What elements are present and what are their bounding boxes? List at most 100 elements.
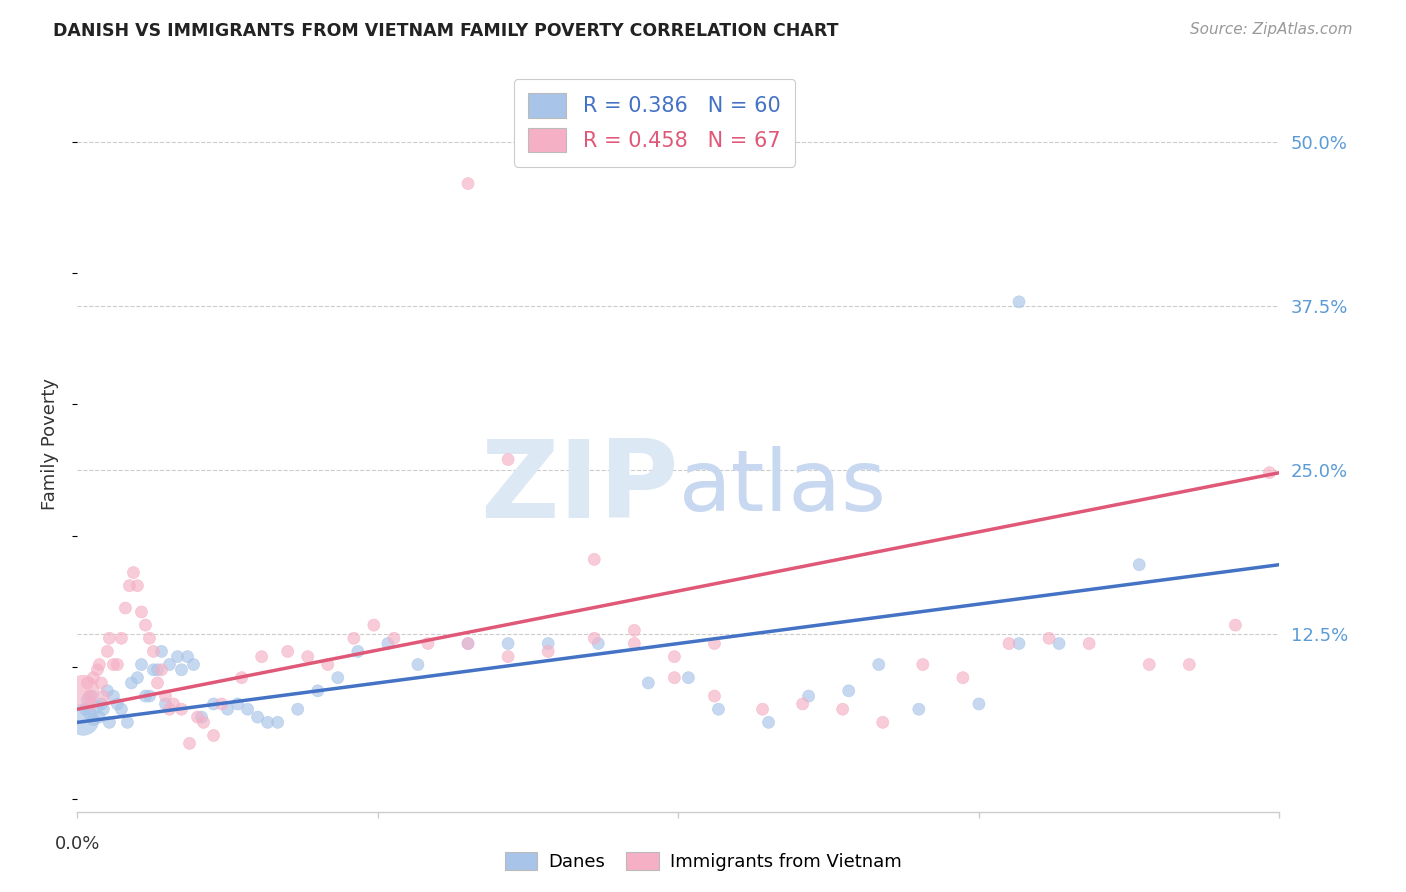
Point [1078,636,1101,650]
Point [170,702,193,716]
Point [103,657,125,672]
Point [179,736,201,750]
Point [76,676,98,690]
Point [1137,657,1160,672]
Point [872,715,894,730]
Point [1128,558,1150,572]
Point [382,632,405,646]
Point [838,683,860,698]
Point [159,657,181,672]
Point [1008,294,1031,309]
Point [114,601,136,615]
Point [496,452,519,467]
Legend: R = 0.386   N = 60, R = 0.458   N = 67: R = 0.386 N = 60, R = 0.458 N = 67 [513,78,794,167]
Point [118,579,141,593]
Point [80,697,103,711]
Point [86,699,108,714]
Point [343,632,366,646]
Point [176,649,198,664]
Point [537,636,560,650]
Legend: Danes, Immigrants from Vietnam: Danes, Immigrants from Vietnam [498,845,908,879]
Point [908,702,931,716]
Point [93,702,115,716]
Point [588,636,610,650]
Point [623,636,645,650]
Point [537,644,560,658]
Point [496,649,519,664]
Point [307,683,329,698]
Point [131,657,153,672]
Point [911,657,934,672]
Point [496,636,519,650]
Point [90,697,112,711]
Point [120,676,142,690]
Point [142,663,165,677]
Point [186,710,209,724]
Point [82,671,104,685]
Point [1038,632,1060,646]
Point [406,657,429,672]
Point [146,676,169,690]
Point [89,710,111,724]
Point [703,636,725,650]
Point [155,697,177,711]
Point [211,697,233,711]
Point [138,689,160,703]
Point [457,636,479,650]
Point [583,632,606,646]
Point [127,671,149,685]
Point [967,697,990,711]
Text: DANISH VS IMMIGRANTS FROM VIETNAM FAMILY POVERTY CORRELATION CHART: DANISH VS IMMIGRANTS FROM VIETNAM FAMILY… [53,22,839,40]
Point [86,663,108,677]
Point [1178,657,1201,672]
Point [952,671,974,685]
Point [170,663,193,677]
Point [363,618,385,632]
Point [72,713,94,727]
Point [277,644,299,658]
Point [162,697,184,711]
Point [256,715,278,730]
Point [93,689,115,703]
Point [297,649,319,664]
Point [155,689,177,703]
Point [193,715,215,730]
Point [79,689,101,703]
Point [1008,636,1031,650]
Point [110,632,132,646]
Point [190,710,212,724]
Point [664,649,686,664]
Point [583,552,606,566]
Point [1047,636,1070,650]
Text: atlas: atlas [679,446,886,530]
Point [797,689,820,703]
Point [751,702,773,716]
Point [146,663,169,677]
Point [117,715,139,730]
Point [82,713,104,727]
Point [96,683,118,698]
Point [250,649,273,664]
Point [202,697,225,711]
Point [134,689,156,703]
Point [998,636,1021,650]
Point [107,697,129,711]
Point [326,671,349,685]
Point [89,657,111,672]
Point [637,676,659,690]
Point [150,663,173,677]
Point [150,644,173,658]
Point [166,649,188,664]
Point [75,702,97,716]
Point [226,697,249,711]
Point [134,618,156,632]
Point [90,676,112,690]
Point [457,177,479,191]
Point [103,689,125,703]
Point [202,729,225,743]
Text: 0.0%: 0.0% [55,835,100,854]
Point [96,644,118,658]
Point [868,657,890,672]
Point [127,579,149,593]
Point [246,710,269,724]
